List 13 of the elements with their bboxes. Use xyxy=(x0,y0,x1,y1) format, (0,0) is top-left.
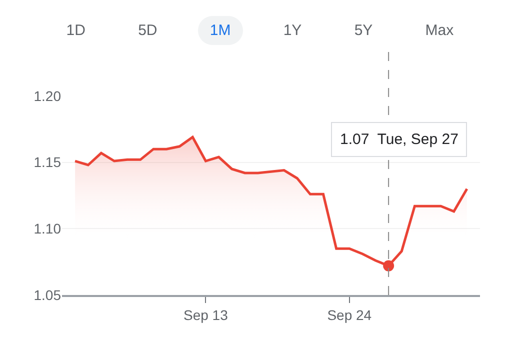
text: 5D xyxy=(137,20,158,40)
text: 1Y xyxy=(282,20,303,40)
text: 1M xyxy=(198,16,243,44)
y-tick-label: 1.15 xyxy=(34,154,62,170)
text: 1D xyxy=(65,20,86,40)
text: Max xyxy=(424,20,455,40)
text: 5Y xyxy=(353,20,374,40)
y-tick-label: 1.05 xyxy=(34,286,62,303)
y-tick-label: 1.10 xyxy=(34,220,62,237)
y-tick-label: 1.20 xyxy=(34,88,62,104)
x-tick-label: Sep 13 xyxy=(184,306,228,323)
annotation: 1.07 Tue, Sep 27 xyxy=(340,131,458,148)
x-tick-label: Sep 24 xyxy=(327,306,372,323)
